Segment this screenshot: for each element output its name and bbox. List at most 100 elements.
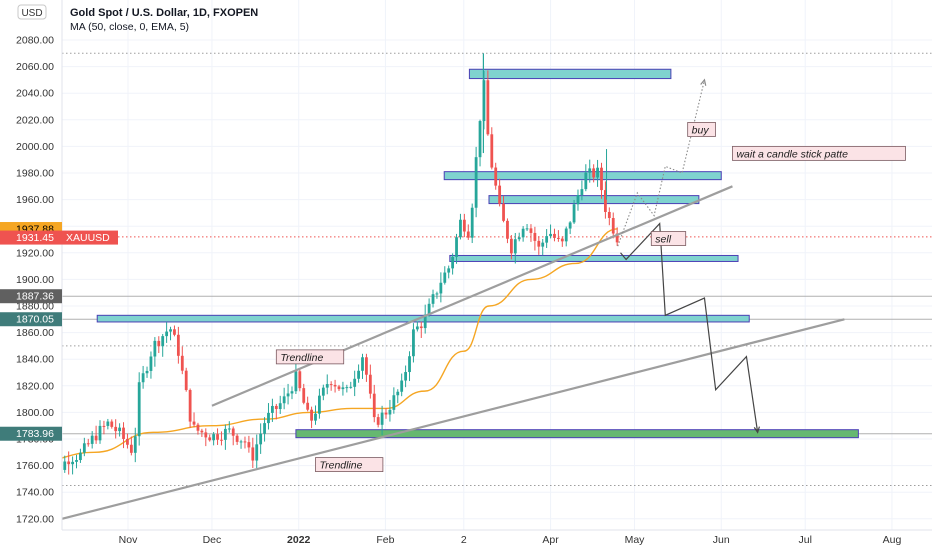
candle-body: [533, 232, 537, 241]
price-tick-label: 1880.00: [16, 301, 54, 313]
candle-body: [400, 380, 404, 392]
candle: [404, 365, 407, 388]
candle-body: [286, 393, 290, 397]
candle: [90, 431, 94, 449]
candle: [227, 421, 231, 433]
resistance-zone: [488, 195, 700, 205]
annotation: wait a candle stick patte: [732, 145, 906, 161]
candle-body: [321, 387, 325, 396]
candle-body: [435, 293, 439, 295]
candle: [71, 456, 74, 475]
candle-body: [396, 391, 400, 396]
candle-body: [247, 442, 251, 448]
candle-body: [513, 239, 517, 254]
price-label-text: 1931.45: [16, 232, 54, 244]
candle-body: [184, 370, 188, 391]
candle: [176, 326, 180, 364]
support-zone: [295, 429, 859, 439]
candle: [122, 422, 125, 449]
candle: [235, 433, 239, 445]
price-tick-label: 1980.00: [16, 168, 54, 180]
candle: [365, 353, 368, 382]
indicator-legend[interactable]: MA (50, close, 0, EMA, 5): [70, 21, 189, 33]
candle: [400, 373, 404, 397]
price-tick-label: 1720.00: [16, 513, 54, 525]
candle: [466, 224, 470, 240]
candle: [459, 213, 462, 240]
ticker-label-box: [62, 230, 118, 245]
candle-body: [129, 444, 133, 453]
annotation: Trendline: [315, 457, 384, 473]
price-zones: [96, 68, 859, 439]
candle: [145, 366, 149, 378]
candle-body: [521, 228, 525, 238]
candle: [290, 386, 294, 400]
candle: [596, 159, 599, 187]
candle: [325, 374, 329, 395]
candle-body: [439, 282, 443, 294]
price-tick-label: 1900.00: [16, 274, 54, 286]
candle-body: [212, 434, 216, 441]
candle-body: [141, 373, 145, 383]
candle: [82, 437, 86, 457]
candle: [251, 437, 255, 469]
price-tick-label: 2080.00: [16, 35, 54, 47]
candle: [259, 423, 263, 454]
candle: [462, 213, 466, 238]
candle-body: [537, 240, 541, 247]
arrow-head: [753, 426, 761, 434]
candle-body: [490, 134, 494, 168]
time-tick-label: Apr: [542, 534, 559, 546]
candle: [67, 451, 71, 475]
candlestick-series: [39, 53, 619, 485]
candle-body: [110, 421, 114, 427]
candle-body: [380, 412, 384, 425]
price-label-box: [0, 230, 62, 245]
candle-body: [259, 433, 263, 445]
candle-body: [235, 435, 239, 442]
price-tick-label: 1840.00: [16, 354, 54, 366]
candle-body: [251, 447, 255, 461]
candle-body: [298, 371, 302, 389]
candle: [439, 272, 443, 303]
candle-body: [588, 168, 592, 173]
candle: [588, 159, 592, 183]
candle-body: [282, 396, 286, 404]
candle-body: [486, 80, 490, 135]
candle-body: [611, 218, 615, 234]
candle-body: [67, 461, 71, 465]
candle-body: [412, 329, 415, 357]
candle-body: [153, 340, 157, 357]
candle-body: [204, 432, 208, 438]
candle: [525, 223, 529, 232]
annotation-text: sell: [655, 234, 671, 246]
candle-body: [596, 167, 599, 178]
candle-body: [255, 444, 259, 461]
candle: [341, 381, 345, 396]
candle: [294, 363, 298, 394]
time-tick-label: Jun: [713, 534, 730, 546]
candle-body: [466, 231, 470, 238]
currency-badge[interactable]: [17, 4, 47, 20]
annotation-text: wait a candle stick patte: [736, 148, 848, 160]
annotation-box: [687, 122, 716, 137]
candle: [506, 218, 509, 244]
price-tick-label: 1960.00: [16, 194, 54, 206]
candle-body: [404, 372, 407, 381]
projection-paths: [617, 78, 761, 434]
price-tick-label: 1760.00: [16, 460, 54, 472]
candle: [204, 428, 208, 447]
candle: [353, 370, 357, 397]
candle: [615, 227, 619, 246]
candle-body: [525, 228, 529, 230]
candle: [239, 439, 243, 449]
candle: [470, 203, 474, 244]
candle-body: [368, 374, 372, 394]
candle: [231, 426, 235, 446]
candle-body: [306, 402, 310, 410]
candle-body: [470, 207, 474, 238]
candle-body: [173, 329, 176, 335]
candle: [169, 326, 172, 341]
